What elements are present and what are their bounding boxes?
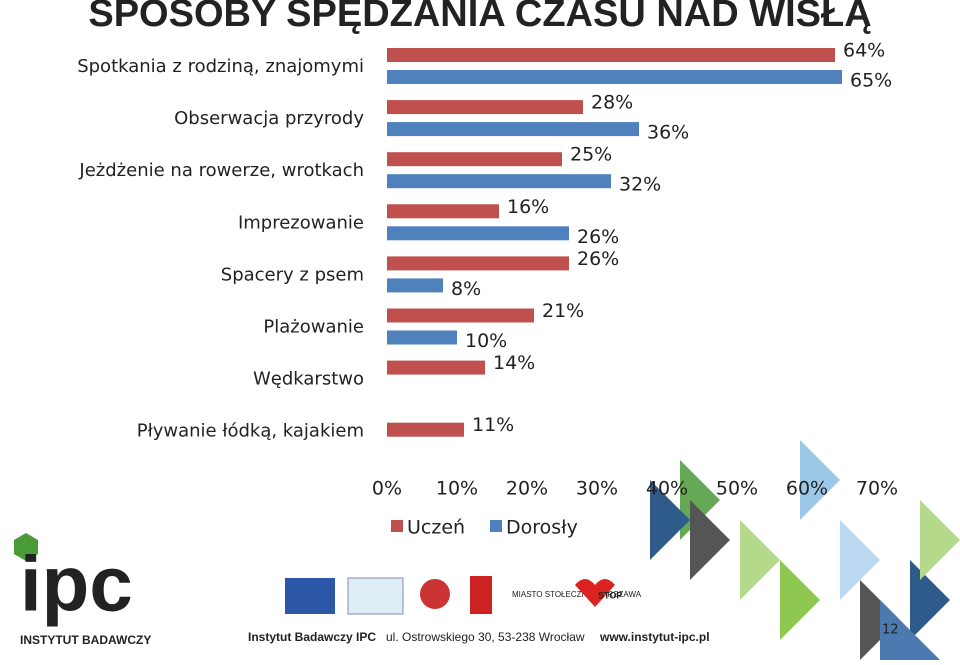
x-tick-label: 10% [436,478,478,500]
x-tick-label: 60% [786,478,828,500]
footer-address: ul. Ostrowskiego 30, 53-238 Wrocław [386,630,585,644]
partner-stop: STOP [598,590,622,600]
bar [387,256,569,271]
y-tick-label: Imprezowanie [238,212,364,233]
value-label: 8% [451,278,481,300]
logo: ipc INSTYTUT BADAWCZY [14,533,151,647]
y-tick-label: Plażowanie [263,317,364,338]
value-label: 11% [472,414,514,436]
y-tick-label: Pływanie łódką, kajakiem [137,421,364,442]
bar [387,70,842,84]
legend-label: Dorosły [506,517,578,539]
value-label: 26% [577,248,619,270]
value-label: 16% [507,196,549,218]
value-label: 25% [570,144,612,166]
y-tick-label: Obserwacja przyrody [174,108,364,129]
bar [387,422,464,437]
bar [387,308,534,323]
footer-website: www.instytut-ipc.pl [599,630,710,644]
value-label: 32% [619,174,661,196]
logo-text: ipc [20,540,133,628]
bar [387,100,583,115]
legend-label: Uczeń [407,517,465,539]
partner-logos: MIASTO STOŁECZNE WARSZAWA STOP [285,576,642,615]
value-label: 65% [850,70,892,92]
y-tick-label: Spacery z psem [221,264,364,285]
bar [387,152,562,167]
y-tick-label: Jeżdżenie na rowerze, wrotkach [78,160,364,181]
decoration [650,440,960,660]
x-tick-label: 50% [716,478,758,500]
x-tick-label: 30% [576,478,618,500]
value-label: 64% [843,40,885,62]
bar [387,330,457,345]
bar [387,278,443,293]
partner-city: MIASTO STOŁECZNE WARSZAWA [512,590,642,599]
value-label: 10% [465,330,507,352]
legend-swatch [490,520,502,532]
bar [387,360,485,375]
value-label: 28% [591,92,633,114]
value-label: 26% [577,226,619,248]
x-tick-label: 70% [856,478,898,500]
page-number: 12 [882,623,899,638]
bar [387,174,611,189]
chart-title: SPOSOBY SPĘDZANIA CZASU NAD WISŁĄ [88,0,871,35]
footer-institute: Instytut Badawczy IPC [248,630,376,644]
bar [387,226,569,241]
value-label: 14% [493,352,535,374]
y-tick-label: Spotkania z rodziną, znajomymi [77,56,364,77]
bar [387,48,835,62]
bar [387,122,639,137]
x-tick-label: 20% [506,478,548,500]
value-label: 36% [647,122,689,144]
legend-swatch [391,520,403,532]
x-tick-label: 40% [646,478,688,500]
y-tick-label: Wędkarstwo [253,369,364,390]
x-tick-label: 0% [372,478,402,500]
logo-caption: INSTYTUT BADAWCZY [20,633,151,647]
value-label: 21% [542,300,584,322]
bar [387,204,499,219]
